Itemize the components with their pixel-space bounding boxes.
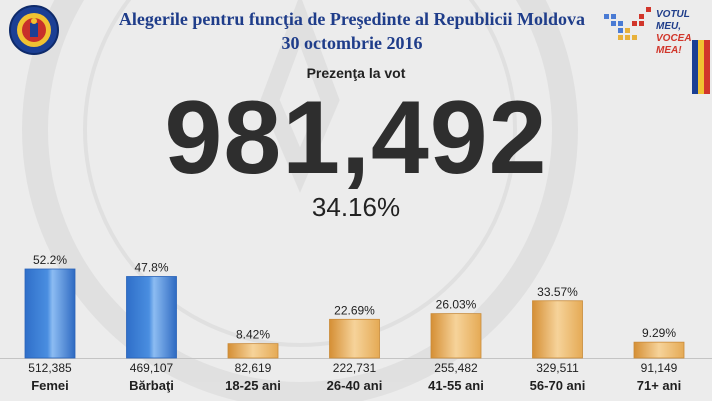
bar-count-label: 512,385 xyxy=(28,361,72,375)
bar-count-label: 222,731 xyxy=(333,361,377,375)
chart-bar xyxy=(329,318,380,359)
votul-meu-logo-icon xyxy=(604,7,651,40)
bar-value-label: 47.8% xyxy=(134,261,168,275)
chart-bar xyxy=(227,343,279,359)
chart-bar xyxy=(532,300,583,359)
page-title: Alegerile pentru funcţia de Preşedinte a… xyxy=(118,9,586,29)
bar-count-label: 329,511 xyxy=(536,361,579,375)
bar-value-label: 26.03% xyxy=(436,298,477,312)
turnout-label: Prezenţa la vot xyxy=(306,65,406,81)
bar-category-label: 41-55 ani xyxy=(428,378,484,393)
bar-value-label: 33.57% xyxy=(537,285,578,299)
turnout-total: 981,492 xyxy=(164,80,548,196)
turnout-percent: 34.16% xyxy=(311,192,401,222)
turnout-breakdown-chart: 52.2% 512,385 Femei 47.8% 469,107 Bărbaţi 8.42… xyxy=(0,253,712,393)
bar-count-label: 255,482 xyxy=(434,361,478,375)
election-date: 30 octombrie 2016 xyxy=(281,33,423,53)
bar-value-label: 8.42% xyxy=(236,328,270,342)
brand-slogan-line1: VOTUL MEU, xyxy=(656,9,690,32)
brand-slogan-line2: VOCEA MEA! xyxy=(656,33,692,56)
flag-icon xyxy=(692,40,710,94)
chart-bar xyxy=(126,276,177,359)
bar-category-label: 26-40 ani xyxy=(327,378,383,393)
bar-category-label: 18-25 ani xyxy=(225,378,281,393)
bar-category-label: Bărbaţi xyxy=(129,378,174,393)
bar-category-label: 71+ ani xyxy=(637,378,681,393)
chart-bar xyxy=(24,268,76,359)
bar-value-label: 9.29% xyxy=(642,326,676,340)
chart-bar xyxy=(430,313,482,359)
bar-count-label: 82,619 xyxy=(235,361,272,375)
bar-count-label: 91,149 xyxy=(641,361,678,375)
chart-bar xyxy=(633,341,685,359)
bar-category-label: 56-70 ani xyxy=(530,378,586,393)
bar-value-label: 22.69% xyxy=(334,303,375,317)
brand-slogan: VOTUL MEU, VOCEA MEA! xyxy=(656,9,712,57)
cec-seal-icon xyxy=(9,5,59,55)
bar-category-label: Femei xyxy=(31,378,69,393)
bar-count-label: 469,107 xyxy=(130,361,174,375)
bar-value-label: 52.2% xyxy=(33,253,67,267)
